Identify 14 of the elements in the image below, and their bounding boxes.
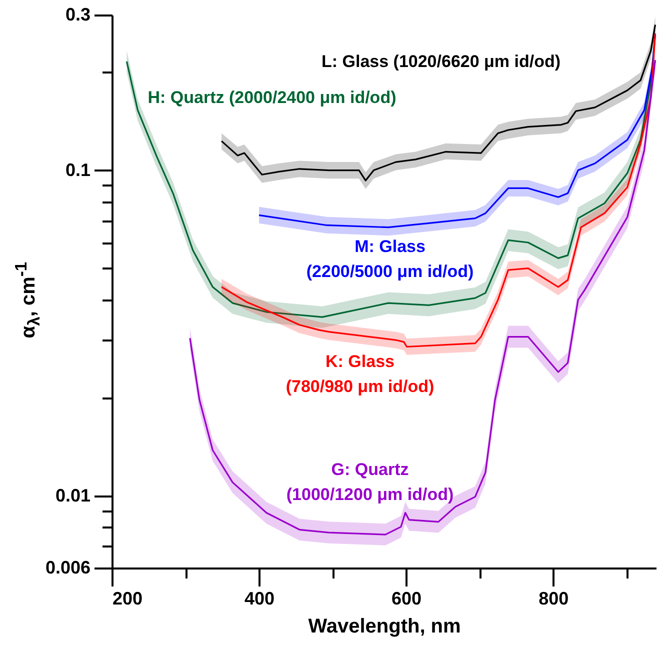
series-label: M: Glass (2200/5000 μm id/od) [306,237,474,281]
text: L: Glass (1020/6620 μm id/od) [321,52,561,71]
series-label: H: Quartz (2000/2400 μm id/od) [148,88,396,107]
y-tick-label: 0.3 [65,4,90,24]
x-tick-label: 800 [538,588,569,608]
y-tick-label: 0.006 [45,558,90,578]
series-label: G: Quartz (1000/1200 μm id/od) [286,460,454,504]
y-tick-label: 0.1 [65,160,90,180]
x-tick-label: 400 [244,588,275,608]
x-axis-title: Wavelength, nm [308,616,461,638]
series-label: K: Glass (780/980 μm id/od) [286,352,434,396]
y-tick-label: 0.01 [55,485,90,506]
x-tick-label: 200 [112,588,143,608]
x-tick-label: 600 [392,588,422,608]
